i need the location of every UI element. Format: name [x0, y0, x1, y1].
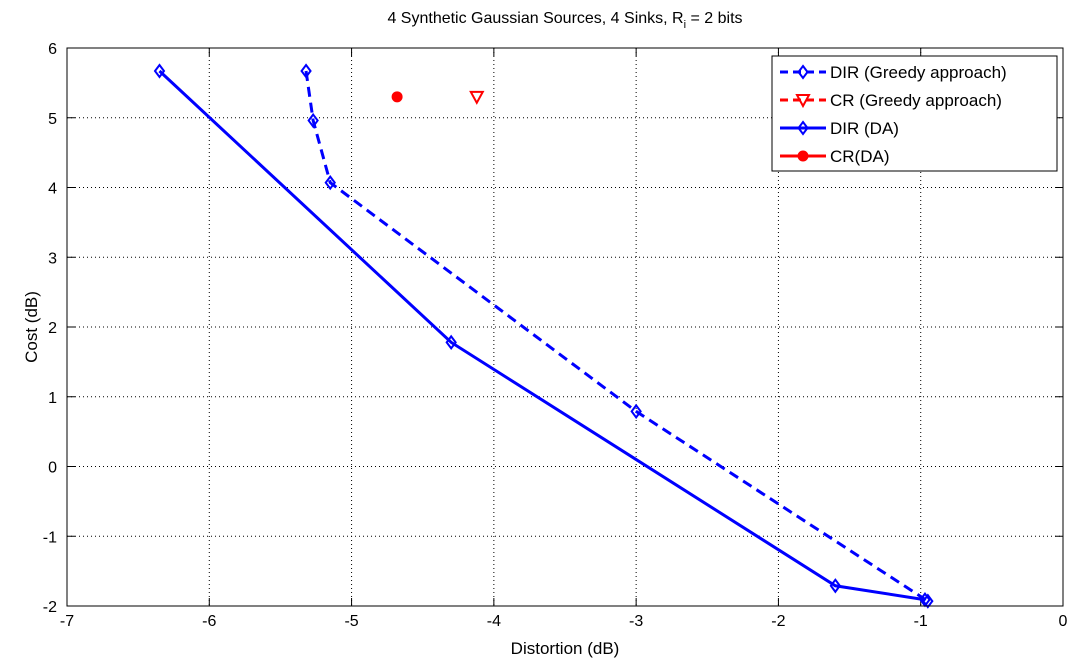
chart-title-main: 4 Synthetic Gaussian Sources, 4 Sinks, R [387, 10, 683, 27]
y-tick-label: 3 [48, 250, 57, 267]
x-tick-label: -7 [60, 613, 74, 630]
plot-frame [66, 47, 1064, 607]
data-point [300, 63, 312, 79]
legend-marker [797, 120, 809, 136]
y-tick-label: 0 [48, 460, 57, 477]
x-tick-label: -4 [487, 613, 501, 630]
legend-marker [797, 150, 809, 162]
legend-label: CR (Greedy approach) [830, 91, 1002, 110]
legend-item: DIR (DA) [780, 119, 899, 138]
x-tick-label: -3 [629, 613, 643, 630]
data-point [324, 174, 336, 191]
data-point [630, 403, 642, 420]
series-line [304, 70, 929, 603]
y-tick-label: 6 [48, 41, 57, 58]
legend-marker [797, 64, 809, 80]
legend: DIR (Greedy approach) CR (Greedy approach… [771, 55, 1058, 172]
x-axis-label: Distortion (dB) [511, 639, 620, 658]
data-point [829, 578, 842, 594]
chart-title-tail: = 2 bits [686, 10, 742, 27]
legend-item: CR (Greedy approach) [780, 91, 1002, 110]
legend-box [771, 55, 1058, 172]
series-line [158, 69, 926, 602]
legend-label: DIR (Greedy approach) [830, 63, 1007, 82]
y-axis-label: Cost (dB) [22, 291, 41, 363]
x-tick-label: -5 [344, 613, 358, 630]
series-dir-greedy-approach- [300, 63, 934, 609]
y-tick-label: -1 [43, 529, 57, 546]
legend-item: CR(DA) [780, 147, 890, 166]
data-point [391, 91, 403, 103]
chart-title: 4 Synthetic Gaussian Sources, 4 Sinks, R… [387, 10, 742, 31]
data-point [307, 112, 319, 129]
data-point [445, 334, 457, 351]
data-point [153, 63, 166, 79]
y-tick-label: 1 [48, 390, 57, 407]
legend-label: DIR (DA) [830, 119, 899, 138]
axis-ticks: -7 -6 -5 -4 -3 -2 -1 0 -2 -1 0 1 2 3 4 5 6 [43, 41, 1068, 630]
x-tick-label: -6 [202, 613, 216, 630]
legend-item: DIR (Greedy approach) [780, 63, 1007, 82]
x-tick-label: 0 [1059, 613, 1068, 630]
x-tick-label: -1 [914, 613, 928, 630]
y-tick-label: 4 [48, 181, 57, 198]
legend-label: CR(DA) [830, 147, 890, 166]
series-cr-greedy-approach- [469, 90, 485, 105]
data-point [469, 90, 485, 105]
y-tick-label: -2 [43, 599, 57, 616]
series-cr-da- [391, 91, 403, 103]
chart-title-subscript: i [684, 19, 686, 31]
legend-marker [795, 94, 811, 109]
y-tick-label: 2 [48, 320, 57, 337]
y-tick-label: 5 [48, 111, 57, 128]
x-tick-label: -2 [771, 613, 785, 630]
